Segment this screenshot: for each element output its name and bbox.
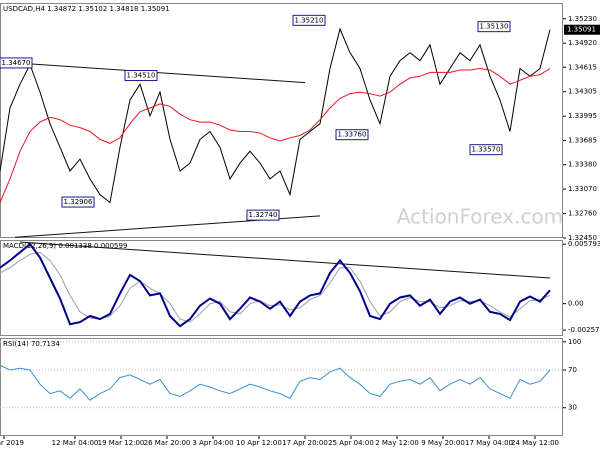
last-price-box (564, 24, 600, 35)
x-tick-label: 2 May 12:00 (375, 439, 419, 447)
y-tick-label: 0.005793 (568, 240, 600, 248)
trendline (27, 63, 306, 84)
annotation-label: 1.35210 (295, 16, 324, 24)
annotation-label: 1.34510 (127, 72, 156, 80)
y-tick-label: 1.33995 (568, 112, 597, 120)
x-tick-label: 10 Apr 12:00 (236, 439, 282, 447)
y-tick-label: 30 (568, 404, 577, 412)
annotation-box (469, 144, 503, 156)
x-tick-label: 17 May 04:00 (465, 439, 513, 447)
y-tick-label: 1.35230 (568, 15, 597, 23)
x-tick-label: 25 Apr 04:00 (328, 439, 374, 447)
x-tick-label: 4 Mar 2019 (0, 439, 24, 447)
y-tick-label: 100 (568, 338, 581, 346)
y-tick-label: 1.33070 (568, 185, 597, 193)
annotation-box (61, 196, 95, 208)
x-tick-label: 24 May 12:00 (511, 439, 559, 447)
x-tick-label: 9 May 20:00 (421, 439, 465, 447)
annotation-label: 1.33570 (472, 146, 501, 154)
panel-frame (0, 338, 563, 436)
panel-title: MACD(12,26,9) 0.001338 0.000599 (3, 242, 127, 250)
annotation-box (0, 57, 33, 69)
panel-frame (0, 3, 563, 238)
trendline (19, 241, 551, 279)
watermark: ActionForex.com (397, 205, 563, 229)
series-line (0, 364, 551, 401)
annotation-label: 1.35130 (480, 23, 509, 31)
x-tick-label: 3 Apr 04:00 (192, 439, 233, 447)
y-tick-label: 1.33685 (568, 137, 597, 145)
y-tick-label: 1.34615 (568, 63, 597, 71)
series-line (0, 27, 551, 204)
y-tick-label: -0.002573 (568, 326, 600, 334)
series-line (0, 67, 551, 203)
x-tick-label: 26 Mar 20:00 (144, 439, 191, 447)
x-tick-label: 17 Apr 20:00 (282, 439, 328, 447)
y-tick-label: 1.32450 (568, 234, 597, 242)
annotation-label: 1.32906 (64, 198, 93, 206)
last-price-label: 1.35091 (567, 26, 596, 34)
panel-title: RSI(14) 70.7134 (3, 340, 60, 348)
annotation-label: 1.32740 (249, 211, 278, 219)
y-tick-label: 1.32760 (568, 210, 597, 218)
annotation-box (335, 129, 369, 141)
panel-frame (0, 240, 563, 336)
y-tick-label: 70 (568, 366, 577, 374)
annotation-box (124, 70, 158, 82)
x-tick-label: 12 Mar 04:00 (52, 439, 99, 447)
y-tick-label: 1.33380 (568, 161, 597, 169)
panel-title: USDCAD,H4 1.34872 1.35102 1.34818 1.3509… (3, 5, 170, 13)
x-tick-label: 19 Mar 12:00 (98, 439, 145, 447)
y-tick-label: 0.00 (568, 300, 584, 308)
y-tick-label: 1.34920 (568, 39, 597, 47)
annotation-label: 1.33760 (338, 131, 367, 139)
annotation-label: 1.34670 (2, 59, 31, 67)
annotation-box (246, 209, 280, 221)
annotation-box (292, 14, 326, 26)
series-line (0, 242, 551, 328)
y-tick-label: 1.34305 (568, 88, 597, 96)
annotation-box (477, 21, 511, 33)
